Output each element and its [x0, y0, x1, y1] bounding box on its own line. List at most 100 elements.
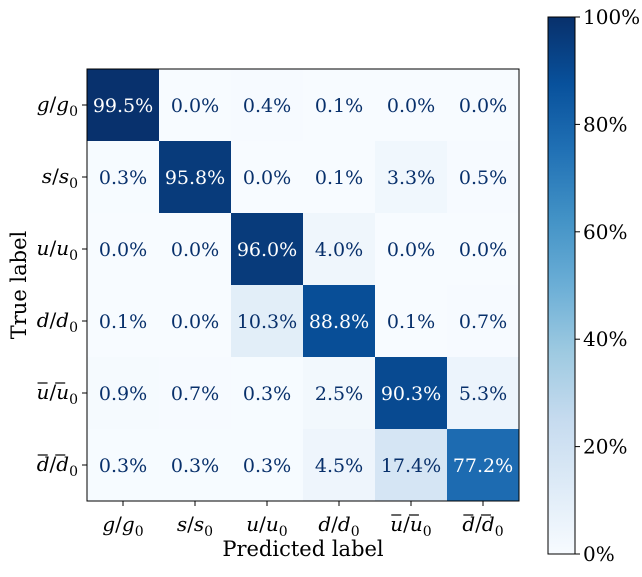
cell-value-label: 0.3% — [99, 455, 147, 477]
heatmap-cell — [159, 141, 232, 214]
colorbar-tick-label: 20% — [583, 435, 627, 459]
colorbar-tick-labels: 0% 20% 40% 60% 80% 100% — [575, 5, 640, 566]
heatmap-cell — [303, 429, 376, 502]
heatmap-cells — [87, 69, 520, 502]
cell-value-label: 4.0% — [315, 239, 363, 261]
heatmap-cell — [303, 141, 376, 214]
y-tick-label: u/u0 — [37, 380, 78, 408]
cell-value-label: 88.8% — [309, 311, 369, 333]
cell-value-label: 0.3% — [243, 455, 291, 477]
heatmap-cell — [159, 285, 232, 358]
heatmap-cell — [375, 429, 448, 502]
cell-value-label: 0.1% — [315, 95, 363, 117]
svg-text:d/d0: d/d0 — [462, 512, 503, 540]
heatmap-cell — [303, 285, 376, 358]
cell-value-label: 0.0% — [459, 95, 507, 117]
cell-value-label: 0.7% — [171, 383, 219, 405]
colorbar — [547, 16, 576, 555]
cell-value-label: 0.1% — [99, 311, 147, 333]
heatmap-cell — [231, 213, 304, 286]
heatmap-cell — [231, 285, 304, 358]
svg-text:u/u0: u/u0 — [37, 236, 78, 264]
cell-value-label: 17.4% — [381, 455, 441, 477]
heatmap-cell — [87, 357, 160, 430]
heatmap-cell — [87, 213, 160, 286]
x-axis-label: Predicted label — [222, 537, 384, 561]
cell-value-label: 95.8% — [165, 167, 225, 189]
heatmap-cell — [447, 285, 520, 358]
cell-value-label: 0.4% — [243, 95, 291, 117]
heatmap-cell — [375, 141, 448, 214]
cell-value-label: 0.0% — [387, 95, 435, 117]
cell-value-label: 0.9% — [99, 383, 147, 405]
cell-value-label: 0.3% — [171, 455, 219, 477]
y-tick-label: d/d0 — [37, 308, 78, 336]
svg-text:u/u0: u/u0 — [390, 512, 431, 540]
heatmap-cell — [87, 69, 160, 142]
heatmap-cell — [375, 213, 448, 286]
heatmap-cell — [447, 141, 520, 214]
cell-value-label: 10.3% — [237, 311, 297, 333]
colorbar-tick-label: 100% — [583, 5, 640, 29]
heatmap-cell — [303, 357, 376, 430]
y-tick-label: g/g0 — [37, 92, 78, 120]
heatmap-cell — [447, 357, 520, 430]
svg-text:d/d0: d/d0 — [318, 512, 359, 540]
cell-value-label: 0.0% — [243, 167, 291, 189]
y-tick-label: s/s0 — [42, 164, 78, 192]
cell-value-label: 0.0% — [387, 239, 435, 261]
cell-value-label: 0.0% — [171, 311, 219, 333]
heatmap-cell — [231, 429, 304, 502]
svg-text:s/s0: s/s0 — [177, 512, 213, 540]
cell-value-label: 0.0% — [171, 239, 219, 261]
heatmap-cell — [159, 429, 232, 502]
svg-text:d/d0: d/d0 — [37, 308, 78, 336]
heatmap-cell — [375, 285, 448, 358]
y-axis-label: True label — [7, 230, 31, 339]
y-tick-labels: g/g0 s/s0 u/u0 d/d0 u/u0 d/d0 — [37, 92, 87, 480]
colorbar-tick-label: 60% — [583, 220, 627, 244]
cell-value-label: 0.0% — [99, 239, 147, 261]
svg-text:s/s0: s/s0 — [42, 164, 78, 192]
colorbar-tick-label: 40% — [583, 327, 627, 351]
y-tick-label: d/d0 — [37, 452, 78, 480]
heatmap-cell — [447, 213, 520, 286]
x-tick-label: d/d0 — [462, 512, 503, 540]
cell-value-label: 77.2% — [453, 455, 513, 477]
plot-frame — [86, 68, 520, 502]
heatmap-cell — [375, 69, 448, 142]
cell-value-label: 0.0% — [171, 95, 219, 117]
heatmap-cell — [159, 69, 232, 142]
svg-text:u/u0: u/u0 — [37, 380, 78, 408]
x-tick-label: g/g0 — [102, 512, 143, 540]
heatmap-cell — [87, 285, 160, 358]
cell-value-label: 0.3% — [243, 383, 291, 405]
heatmap-cell — [231, 141, 304, 214]
cell-value-label: 4.5% — [315, 455, 363, 477]
heatmap-cell — [159, 213, 232, 286]
x-tick-label: d/d0 — [318, 512, 359, 540]
cell-value-label: 0.1% — [315, 167, 363, 189]
x-tick-label: s/s0 — [177, 512, 213, 540]
heatmap-cell — [159, 357, 232, 430]
svg-text:g/g0: g/g0 — [102, 512, 143, 540]
cell-value-label: 99.5% — [93, 95, 153, 117]
svg-text:d/d0: d/d0 — [37, 452, 78, 480]
heatmap-cell — [303, 213, 376, 286]
cell-value-labels: 99.5% 0.0% 0.4% 0.1% 0.0% 0.0% 0.3% 95.8% 0.0% 0.… — [93, 95, 513, 477]
cell-value-label: 0.5% — [459, 167, 507, 189]
heatmap-cell — [375, 357, 448, 430]
svg-text:u/u0: u/u0 — [246, 512, 287, 540]
cell-value-label: 0.7% — [459, 311, 507, 333]
svg-text:g/g0: g/g0 — [37, 92, 78, 120]
x-tick-label: u/u0 — [246, 512, 287, 540]
cell-value-label: 96.0% — [237, 239, 297, 261]
cell-value-label: 0.1% — [387, 311, 435, 333]
x-tick-label: u/u0 — [390, 512, 431, 540]
cell-value-label: 0.0% — [459, 239, 507, 261]
heatmap-cell — [87, 429, 160, 502]
cell-value-label: 90.3% — [381, 383, 441, 405]
x-tick-labels: g/g0 s/s0 u/u0 d/d0 u/u0 d/d0 — [102, 501, 504, 540]
heatmap-cell — [231, 357, 304, 430]
